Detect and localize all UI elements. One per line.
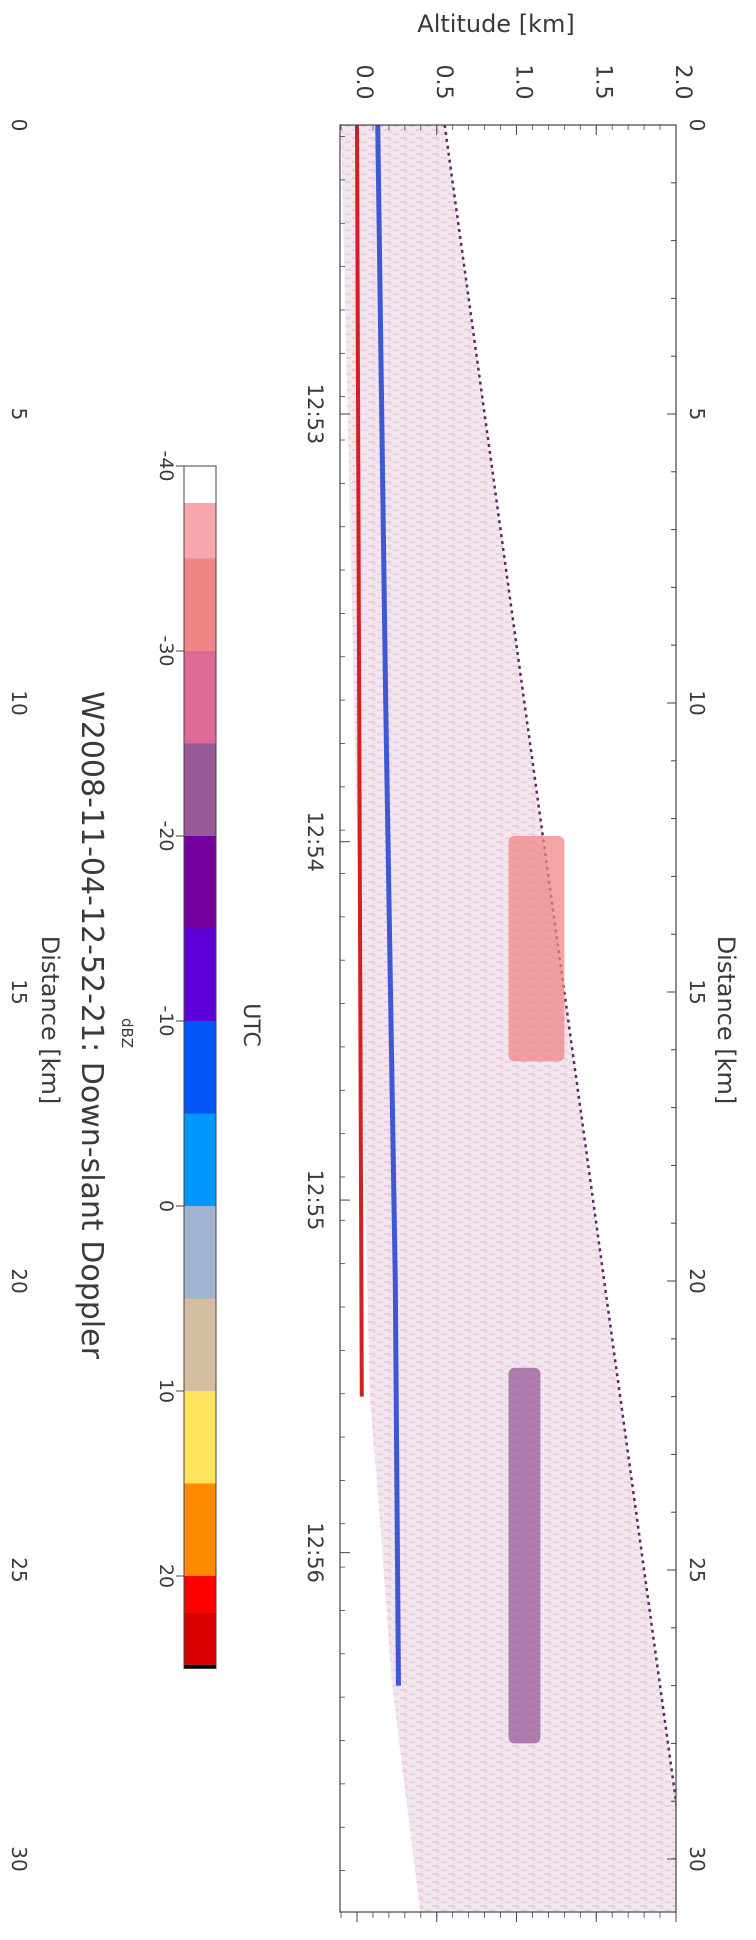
colorbar-tick-label: -30 [155,635,177,666]
altitude-tick-label: 0.5 [431,65,456,100]
distance-tick-label-bottom: 5 [7,408,31,421]
colorbar: -40 -30 -20 -10 0 10 20 dBZ [118,450,217,1669]
colorbar-tick-label: 20 [155,1564,177,1588]
colorbar-tick-label: -40 [155,450,177,481]
colorbar-bin [184,558,216,651]
cloud-patch [508,1367,541,1744]
cloud-patches [508,835,565,1744]
colorbar-tick-label: -20 [155,820,177,851]
altitude-tick-label: 1.5 [590,65,615,100]
distance-tick-label-top: 0 [685,119,709,132]
colorbar-bin [184,928,216,1021]
utc-tick-label: 12:54 [303,811,327,872]
distance-tick-label-bottom: 25 [7,1557,31,1582]
colorbar-bin [184,466,216,503]
colorbar-bin [184,1576,216,1613]
y-axis-label: Altitude [km] [417,10,574,38]
distance-ticks-bottom: 0 5 10 15 20 25 30 [7,119,31,1872]
colorbar-bin [184,1206,216,1299]
near-surface-echo-band [375,125,401,1686]
colorbar-tick-label: 10 [155,1379,177,1403]
distance-tick-label-bottom: 20 [7,1268,31,1293]
colorbar-bin [184,1483,216,1576]
colorbar-bin [184,1391,216,1484]
altitude-ticks: 0.0 0.5 1.0 1.5 2.0 [340,65,695,1922]
colorbar-bin [184,1021,216,1114]
axis-labels: Altitude [km] Distance [km] Distance [km] U… [36,10,740,1360]
colorbar-bin [184,651,216,744]
distance-tick-label-top: 15 [685,979,709,1004]
utc-tick-label: 12:53 [303,384,327,445]
distance-tick-label-top: 20 [685,1268,709,1293]
colorbar-tick-label: 0 [155,1200,177,1212]
distance-tick-label-top: 5 [685,408,709,421]
utc-tick-label: 12:56 [303,1522,327,1583]
altitude-tick-label: 0.0 [351,65,376,100]
beam-upper-edge [443,125,676,1811]
x-axis-label-bottom: Distance [km] [36,936,64,1105]
colorbar-bin [184,1113,216,1206]
distance-tick-label-bottom: 30 [7,1846,31,1871]
chart-title: W2008-11-04-12-52-21: Down-slant Doppler [74,691,109,1359]
distance-tick-label-top: 25 [685,1557,709,1582]
colorbar-bin [184,836,216,929]
distance-tick-label-top: 10 [685,690,709,715]
cloud-patch [508,835,565,1062]
altitude-tick-label: 1.0 [511,65,536,100]
colorbar-bin [184,503,216,559]
utc-tick-label: 12:55 [303,1170,327,1231]
colorbar-bin [184,743,216,836]
distance-tick-label-bottom: 10 [7,690,31,715]
colorbar-frame [183,465,217,1669]
ground-return-line [355,125,364,1397]
colorbar-unit-label: dBZ [118,1018,136,1048]
distance-tick-label-top: 30 [685,1846,709,1871]
colorbar-bin [184,1298,216,1391]
distance-tick-label-bottom: 0 [7,119,31,132]
distance-tick-label-bottom: 15 [7,979,31,1004]
x-axis-label-top: Distance [km] [712,936,740,1105]
distance-ticks-top: 0 5 10 15 20 25 30 [667,119,709,1872]
altitude-tick-label: 2.0 [670,65,695,100]
colorbar-bin [184,1613,216,1665]
plot-area [341,125,676,1912]
colorbar-bin [184,1664,216,1669]
plot-frame [339,124,677,1913]
utc-time-ticks: 12:53 12:54 12:55 12:56 [303,136,350,1871]
utc-axis-label: UTC [238,1003,263,1047]
colorbar-tick-label: -10 [155,1005,177,1036]
